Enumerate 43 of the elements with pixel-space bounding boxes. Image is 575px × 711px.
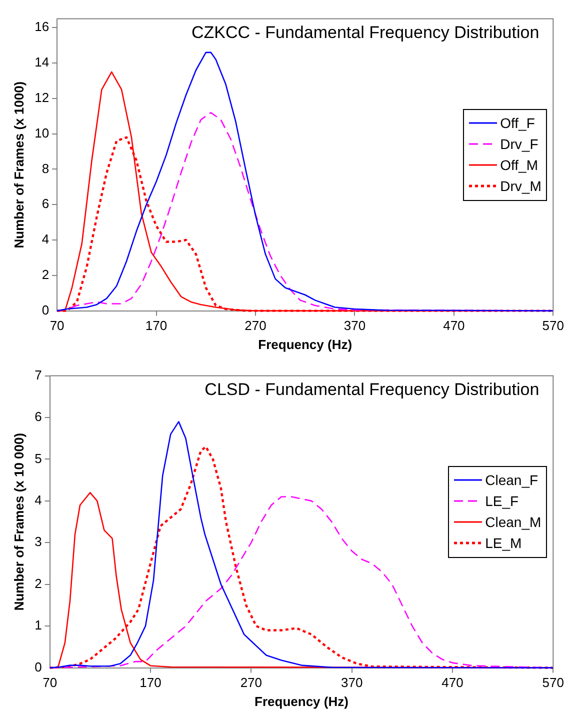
- y-tick-label: 1: [34, 618, 42, 633]
- x-tick-label: 470: [443, 318, 465, 334]
- y-tick-label: 6: [42, 196, 50, 212]
- y-tick-label: 3: [34, 534, 42, 550]
- x-tick-label: 70: [42, 675, 58, 690]
- legend-label: LE_F: [485, 493, 519, 510]
- y-tick-label: 5: [34, 450, 42, 466]
- x-tick-label: 570: [542, 318, 564, 334]
- x-tick-label: 170: [140, 675, 162, 690]
- chart-title: CLSD - Fundamental Frequency Distribution: [204, 380, 540, 399]
- x-tick-label: 70: [50, 318, 64, 334]
- legend-label: Drv_F: [500, 136, 538, 152]
- x-axis-title: Frequency (Hz): [254, 694, 348, 709]
- legend-label: Clean_M: [485, 514, 542, 530]
- y-tick-label: 0: [42, 302, 50, 318]
- y-tick-label: 7: [34, 367, 42, 382]
- x-tick-label: 570: [542, 675, 564, 690]
- chart-title: CZKCC - Fundamental Frequency Distribution: [191, 22, 540, 42]
- x-axis-title: Frequency (Hz): [258, 336, 352, 352]
- y-tick-label: 6: [34, 409, 42, 424]
- y-axis-title: Number of Frames (x 10 000): [11, 432, 26, 611]
- x-tick-label: 270: [240, 675, 262, 690]
- y-tick-label: 2: [34, 576, 42, 591]
- y-tick-label: 4: [42, 232, 50, 247]
- legend-label: Clean_F: [485, 472, 538, 488]
- x-tick-label: 370: [344, 318, 366, 334]
- legend-label: LE_M: [485, 535, 522, 552]
- x-tick-label: 470: [442, 675, 464, 690]
- y-tick-label: 2: [42, 266, 50, 282]
- y-tick-label: 4: [34, 492, 42, 508]
- x-tick-label: 170: [145, 318, 168, 334]
- legend-label: Off_F: [500, 115, 535, 132]
- x-tick-label: 370: [340, 675, 363, 690]
- y-tick-label: 12: [34, 90, 50, 106]
- legend-label: Drv_M: [500, 178, 542, 194]
- y-tick-label: 0: [34, 659, 42, 674]
- y-tick-label: 14: [34, 54, 50, 70]
- y-tick-label: 16: [34, 19, 50, 34]
- y-tick-label: 8: [42, 160, 50, 176]
- x-tick-label: 270: [244, 318, 266, 334]
- y-axis-title: Number of Frames (x 1000): [11, 81, 26, 248]
- y-tick-label: 10: [34, 125, 50, 140]
- legend-label: Off_M: [500, 157, 538, 174]
